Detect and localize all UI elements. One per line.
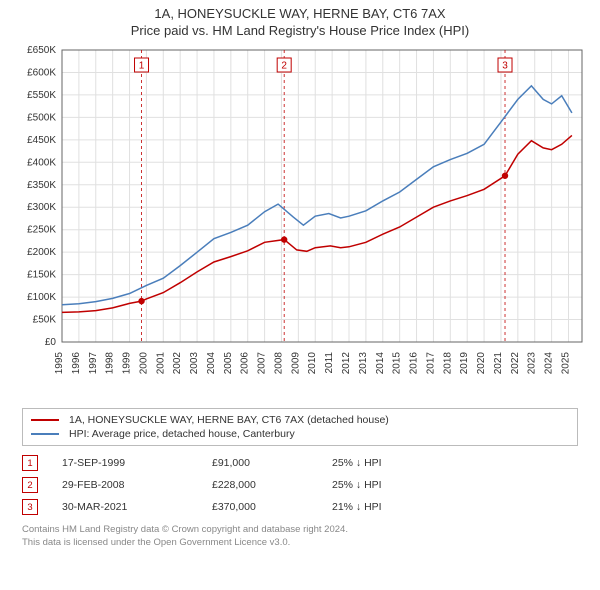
x-tick-label: 2024: [544, 352, 555, 375]
x-tick-label: 2002: [172, 352, 183, 375]
sale-price: £370,000: [212, 501, 332, 513]
x-tick-label: 2023: [527, 352, 538, 375]
sale-date: 29-FEB-2008: [62, 479, 212, 491]
sale-number-box: 1: [22, 455, 38, 471]
legend-box: 1A, HONEYSUCKLE WAY, HERNE BAY, CT6 7AX …: [22, 408, 578, 446]
x-tick-label: 2019: [459, 352, 470, 375]
y-tick-label: £350K: [27, 180, 56, 191]
x-tick-label: 1998: [105, 352, 116, 375]
legend-label: HPI: Average price, detached house, Cant…: [69, 428, 295, 440]
series-hpi: [62, 86, 572, 305]
y-tick-label: £400K: [27, 157, 56, 168]
x-tick-label: 1996: [71, 352, 82, 375]
y-tick-label: £500K: [27, 112, 56, 123]
sale-number-box: 3: [22, 499, 38, 515]
x-tick-label: 2018: [442, 352, 453, 375]
chart-title-2: Price paid vs. HM Land Registry's House …: [0, 21, 600, 42]
sale-row: 2 29-FEB-2008£228,00025% ↓ HPI: [22, 474, 578, 496]
x-tick-label: 2008: [273, 352, 284, 375]
y-tick-label: £50K: [33, 315, 57, 326]
figure-container: 1A, HONEYSUCKLE WAY, HERNE BAY, CT6 7AX …: [0, 0, 600, 590]
x-tick-label: 1999: [122, 352, 133, 375]
y-tick-label: £600K: [27, 67, 56, 78]
sale-number-box: 2: [22, 477, 38, 493]
x-tick-label: 2001: [155, 352, 166, 375]
x-tick-label: 1997: [88, 352, 99, 375]
legend-item: HPI: Average price, detached house, Cant…: [31, 427, 569, 441]
sale-row: 3 30-MAR-2021£370,00021% ↓ HPI: [22, 496, 578, 518]
x-tick-label: 2000: [138, 352, 149, 375]
sale-hpi-delta: 25% ↓ HPI: [332, 457, 578, 469]
x-tick-label: 2012: [341, 352, 352, 375]
sale-marker-dot: [502, 173, 508, 179]
sale-date: 30-MAR-2021: [62, 501, 212, 513]
footer-line-1: Contains HM Land Registry data © Crown c…: [22, 524, 578, 537]
y-tick-label: £150K: [27, 270, 56, 281]
sale-hpi-delta: 21% ↓ HPI: [332, 501, 578, 513]
x-tick-label: 2022: [510, 352, 521, 375]
sale-marker-number: 2: [281, 61, 287, 72]
chart-svg: £0 £50K £100K £150K £200K £250K £300K £350K £400…: [10, 42, 590, 402]
x-tick-label: 2021: [493, 352, 504, 375]
x-tick-label: 2013: [358, 352, 369, 375]
sale-marker-number: 3: [502, 61, 508, 72]
y-tick-label: £450K: [27, 135, 56, 146]
x-tick-label: 2015: [392, 352, 403, 375]
legend-swatch: [31, 419, 59, 421]
y-tick-label: £550K: [27, 90, 56, 101]
sale-marker-dot: [281, 236, 287, 242]
x-tick-label: 2009: [290, 352, 301, 375]
footer-line-2: This data is licensed under the Open Gov…: [22, 537, 578, 550]
sales-table: 1 17-SEP-1999£91,00025% ↓ HPI 2 29-FEB-2008…: [22, 452, 578, 518]
x-tick-label: 2011: [324, 352, 335, 374]
x-tick-label: 2016: [409, 352, 420, 375]
y-tick-label: £650K: [27, 45, 56, 56]
x-tick-label: 2017: [425, 352, 436, 375]
legend-label: 1A, HONEYSUCKLE WAY, HERNE BAY, CT6 7AX …: [69, 414, 389, 426]
sale-marker-number: 1: [139, 61, 145, 72]
y-tick-label: £250K: [27, 225, 56, 236]
chart-area: £0 £50K £100K £150K £200K £250K £300K £350K £400…: [10, 42, 590, 402]
x-tick-label: 2003: [189, 352, 200, 375]
y-tick-label: £300K: [27, 202, 56, 213]
chart-title-1: 1A, HONEYSUCKLE WAY, HERNE BAY, CT6 7AX: [0, 0, 600, 21]
x-tick-label: 2010: [307, 352, 318, 375]
x-tick-label: 2020: [476, 352, 487, 375]
y-tick-label: £100K: [27, 292, 56, 303]
legend-item: 1A, HONEYSUCKLE WAY, HERNE BAY, CT6 7AX …: [31, 413, 569, 427]
footer-attribution: Contains HM Land Registry data © Crown c…: [22, 524, 578, 550]
sale-price: £228,000: [212, 479, 332, 491]
sale-marker-dot: [138, 298, 144, 304]
sale-hpi-delta: 25% ↓ HPI: [332, 479, 578, 491]
legend-swatch: [31, 433, 59, 435]
x-tick-label: 2014: [375, 352, 386, 375]
x-tick-label: 2006: [240, 352, 251, 375]
y-tick-label: £200K: [27, 247, 56, 258]
plot-border: [62, 50, 582, 342]
sale-row: 1 17-SEP-1999£91,00025% ↓ HPI: [22, 452, 578, 474]
y-tick-label: £0: [45, 337, 57, 348]
x-tick-label: 2004: [206, 352, 217, 375]
sale-date: 17-SEP-1999: [62, 457, 212, 469]
x-tick-label: 2005: [223, 352, 234, 375]
sale-price: £91,000: [212, 457, 332, 469]
x-tick-label: 2025: [560, 352, 571, 375]
x-tick-label: 2007: [257, 352, 268, 375]
x-tick-label: 1995: [54, 352, 65, 375]
